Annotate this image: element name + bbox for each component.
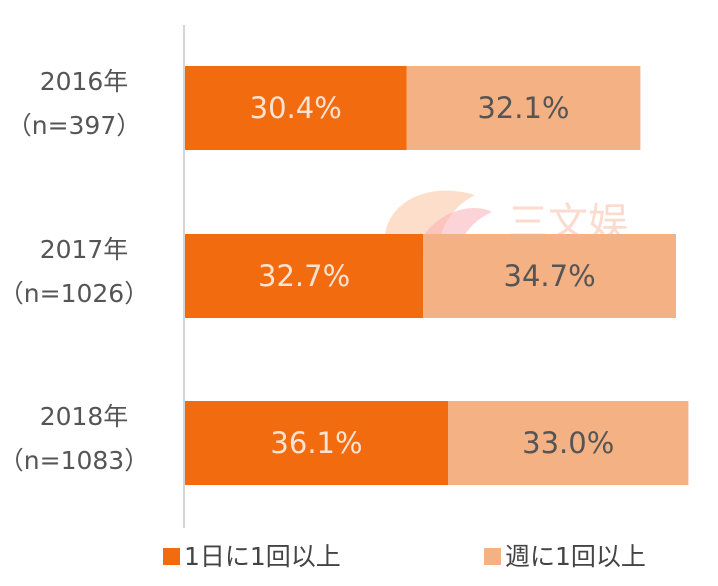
bar-data-label: 36.1% (270, 426, 362, 460)
category-n-label: （n=1083） (0, 446, 149, 475)
category-year-label: 2018年 (40, 402, 129, 431)
bar-data-label: 32.1% (477, 91, 569, 125)
legend: 1日に1回以上 週に1回以上 (163, 542, 646, 571)
category-n-label: （n=1026） (0, 279, 149, 308)
category-year-label: 2016年 (40, 67, 129, 96)
category-labels: 2016年 （n=397） 2017年 （n=1026） 2018年 （n=1083） (0, 67, 149, 475)
category-n-label: （n=397） (7, 111, 142, 140)
bar-segment (406, 66, 641, 150)
bar-data-label: 30.4% (250, 91, 342, 125)
bar-segment (185, 66, 407, 150)
legend-label: 1日に1回以上 (184, 542, 341, 571)
bar-segment (423, 234, 676, 318)
bar-data-label: 34.7% (504, 259, 596, 293)
category-year-label: 2017年 (40, 235, 129, 264)
bars (185, 66, 689, 485)
bar-segment (448, 401, 689, 485)
bar-segment (185, 234, 424, 318)
bar-segment (185, 401, 448, 485)
bar-data-label: 32.7% (258, 259, 350, 293)
bar-labels: 30.4% 32.1% 32.7% 34.7% 36.1% 33.0% (250, 91, 615, 460)
bar-data-label: 33.0% (522, 426, 614, 460)
legend-label: 週に1回以上 (505, 542, 646, 571)
legend-swatch (163, 548, 180, 565)
legend-swatch (484, 548, 501, 565)
